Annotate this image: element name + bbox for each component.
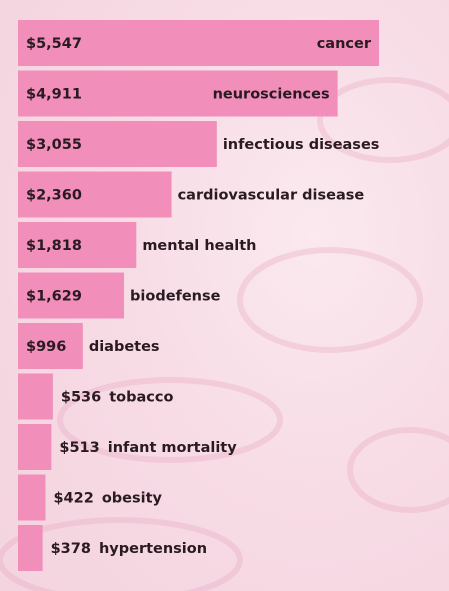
category-label: infectious diseases [223,137,380,153]
value-label: $422 [53,491,93,507]
bar [18,424,51,470]
category-label: obesity [102,491,163,507]
category-label: biodefense [130,289,221,305]
value-label: $536 [61,390,101,406]
category-label: mental health [142,238,256,254]
category-label: cancer [317,36,372,52]
value-label: $1,629 [26,289,82,305]
category-label: neurosciences [213,87,330,103]
value-label: $378 [51,541,91,557]
value-label: $5,547 [26,36,82,52]
bar [18,525,43,571]
value-label: $996 [26,339,66,355]
value-label: $513 [59,440,99,456]
category-label: diabetes [89,339,160,355]
chart: $5,547 cancer $4,911 neurosciences $3,055 inf… [0,0,449,591]
category-label: hypertension [99,541,207,557]
value-label: $4,911 [26,87,82,103]
page: {"chart_data": {"type": "bar", "categori… [0,0,449,591]
value-label: $2,360 [26,188,82,204]
bar [18,374,53,420]
category-label: cardiovascular disease [178,188,365,204]
value-label: $1,818 [26,238,82,254]
category-label: infant mortality [108,440,237,456]
category-label: tobacco [109,390,173,406]
value-label: $3,055 [26,137,82,153]
bar [18,475,45,521]
